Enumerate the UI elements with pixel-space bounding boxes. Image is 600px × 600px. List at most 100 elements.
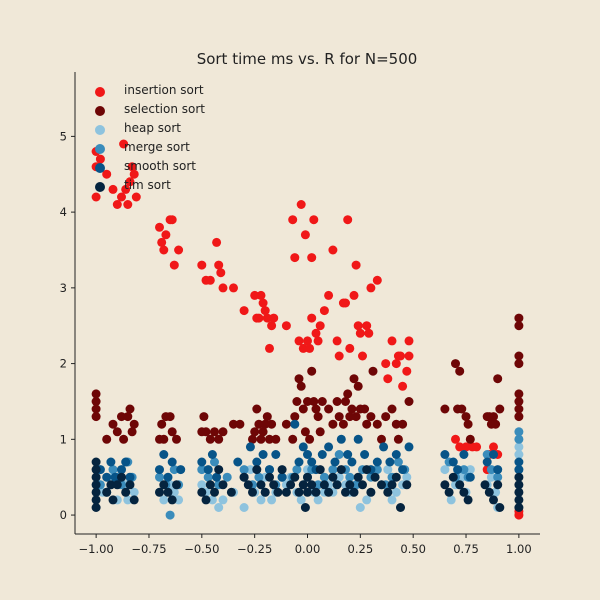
legend-marker: [95, 106, 105, 116]
point-heap-sort-40: [355, 503, 365, 512]
point-heap-sort-20: [245, 465, 255, 475]
point-smooth-sort-14: [207, 450, 217, 459]
point-insertion-sort-17: [159, 245, 169, 255]
legend-item: tim sort: [95, 178, 171, 192]
point-selection-sort-11: [127, 427, 137, 437]
x-tick-label: 0.00: [295, 542, 321, 556]
point-selection-sort-57: [328, 419, 338, 429]
point-merge-sort-38: [372, 465, 382, 475]
point-tim-sort-44: [300, 503, 310, 512]
point-selection-sort-40: [281, 419, 291, 429]
point-selection-sort-93: [491, 419, 501, 429]
point-selection-sort-79: [398, 419, 408, 429]
point-insertion-sort-81: [398, 381, 408, 391]
point-tim-sort-10: [112, 480, 122, 490]
point-smooth-sort-37: [360, 450, 370, 459]
point-smooth-sort-50: [482, 457, 492, 467]
point-heap-sort-59: [514, 442, 524, 452]
point-tim-sort-9: [108, 495, 118, 505]
point-tim-sort-76: [493, 480, 503, 490]
legend-label: selection sort: [124, 102, 205, 116]
point-heap-sort-48: [402, 472, 412, 482]
point-smooth-sort-1: [102, 472, 112, 482]
legend-item: smooth sort: [95, 159, 196, 173]
point-insertion-sort-52: [307, 313, 317, 323]
x-tick-label: −0.50: [184, 542, 219, 556]
point-merge-sort-17: [239, 465, 249, 475]
point-smooth-sort-33: [336, 434, 346, 444]
point-tim-sort-29: [248, 487, 257, 497]
point-selection-sort-35: [260, 419, 270, 429]
point-smooth-sort-20: [258, 450, 268, 459]
point-smooth-sort-43: [398, 465, 408, 475]
point-selection-sort-52: [311, 404, 321, 414]
point-tim-sort-45: [307, 480, 317, 490]
point-insertion-sort-5: [108, 184, 118, 194]
point-selection-sort-99: [514, 359, 524, 369]
point-insertion-sort-74: [372, 275, 382, 285]
point-tim-sort-79: [514, 480, 524, 490]
point-insertion-sort-76: [383, 374, 393, 384]
point-heap-sort-11: [169, 487, 179, 497]
legend-item: insertion sort: [95, 83, 204, 97]
point-selection-sort-7: [117, 412, 126, 422]
point-smooth-sort-49: [465, 472, 475, 482]
point-merge-sort-16: [222, 472, 232, 482]
point-tim-sort-8: [106, 480, 116, 490]
point-tim-sort-61: [377, 480, 386, 490]
point-tim-sort-56: [353, 472, 363, 482]
point-smooth-sort-22: [271, 450, 281, 459]
point-smooth-sort-52: [493, 465, 503, 475]
legend-label: insertion sort: [124, 83, 204, 97]
point-smooth-sort-41: [385, 457, 395, 467]
point-tim-sort-48: [319, 480, 329, 490]
y-tick-label: 1: [60, 432, 67, 446]
point-tim-sort-36: [277, 465, 287, 475]
point-tim-sort-40: [294, 487, 304, 497]
x-tick-label: −0.75: [131, 542, 166, 556]
point-insertion-sort-18: [161, 230, 171, 240]
point-tim-sort-53: [341, 487, 350, 497]
point-tim-sort-74: [484, 487, 494, 497]
point-selection-sort-0: [91, 389, 101, 399]
point-heap-sort-44: [383, 465, 393, 475]
legend-item: heap sort: [95, 121, 181, 135]
point-heap-sort-22: [256, 495, 266, 505]
point-smooth-sort-25: [294, 457, 304, 467]
point-insertion-sort-89: [472, 442, 482, 452]
point-tim-sort-33: [265, 472, 274, 482]
point-selection-sort-78: [393, 434, 403, 444]
point-tim-sort-82: [514, 503, 524, 512]
point-tim-sort-16: [159, 480, 169, 490]
point-tim-sort-78: [514, 472, 524, 482]
point-tim-sort-24: [214, 465, 224, 475]
point-tim-sort-65: [396, 503, 405, 512]
point-selection-sort-3: [91, 412, 101, 422]
point-insertion-sort-28: [216, 268, 226, 278]
point-smooth-sort-48: [459, 450, 469, 459]
point-selection-sort-97: [514, 321, 524, 331]
point-insertion-sort-21: [169, 260, 179, 270]
point-insertion-sort-64: [343, 215, 353, 225]
point-tim-sort-70: [455, 480, 465, 490]
point-tim-sort-72: [463, 495, 473, 505]
point-selection-sort-55: [317, 397, 327, 406]
point-tim-sort-58: [362, 465, 372, 475]
legend-label: smooth sort: [124, 159, 196, 173]
point-insertion-sort-37: [260, 306, 270, 316]
point-tim-sort-60: [370, 472, 380, 482]
point-selection-sort-103: [514, 412, 524, 422]
point-selection-sort-50: [307, 366, 317, 376]
point-smooth-sort-21: [265, 465, 274, 475]
point-selection-sort-18: [167, 427, 177, 437]
point-selection-sort-95: [495, 404, 505, 414]
point-tim-sort-14: [129, 495, 139, 505]
point-insertion-sort-13: [129, 169, 139, 179]
point-heap-sort-41: [362, 495, 372, 505]
point-insertion-sort-10: [123, 200, 133, 209]
point-selection-sort-38: [267, 419, 277, 429]
point-selection-sort-58: [332, 397, 342, 406]
point-heap-sort-49: [440, 465, 450, 475]
point-smooth-sort-51: [489, 450, 498, 459]
point-tim-sort-34: [269, 480, 279, 490]
